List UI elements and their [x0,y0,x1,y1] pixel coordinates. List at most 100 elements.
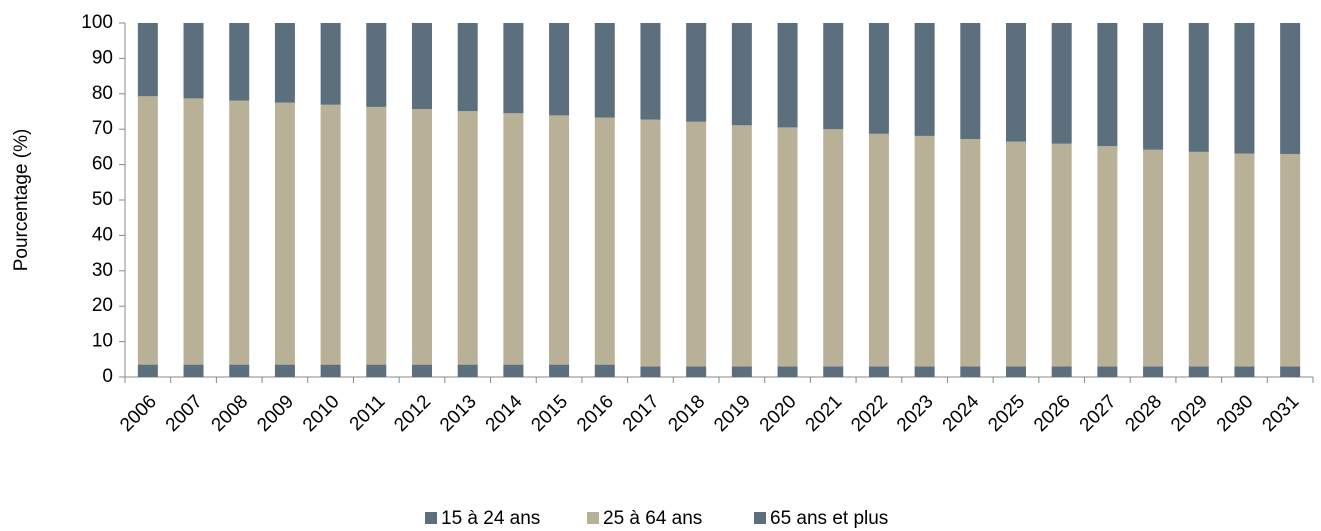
legend-label: 25 à 64 ans [603,508,702,529]
bar-segment [594,364,615,377]
x-tick-label: 2008 [208,391,253,436]
bar-segment [366,106,387,365]
x-tick-label: 2018 [664,391,709,436]
bar-segment [823,366,844,377]
bar-segment [1234,366,1255,377]
bar-segment [640,366,661,377]
x-tick-label: 2017 [619,391,664,436]
x-tick-label: 2027 [1076,391,1121,436]
y-tick-label: 80 [92,83,113,104]
x-tick-label: 2022 [847,391,892,436]
bar-segment [731,366,752,377]
bar-segment [549,23,570,116]
bar-segment [1234,153,1255,367]
bar-segment [1280,153,1301,367]
x-tick-label: 2015 [527,391,572,436]
x-tick-label: 2014 [482,391,527,436]
bar-segment [1006,141,1026,367]
bar-segment [1097,366,1118,377]
bar-segment [823,23,844,130]
bar-segment [457,364,478,377]
bar-segment [503,113,524,365]
bar-segment [1051,366,1072,377]
bar-segment [320,23,341,105]
y-tick-label: 100 [81,12,113,33]
bar-segment [229,23,250,101]
bar-segment [960,139,981,367]
legend-swatch [587,512,599,524]
bar-segment [777,366,798,377]
x-tick-label: 2026 [1030,391,1075,436]
x-tick-label: 2024 [939,391,984,436]
bar-segment [1188,23,1209,152]
bar-segment [412,364,432,377]
bar-segment [1143,149,1164,367]
bar-segment [777,23,798,128]
bar-segment [274,364,295,377]
bar-segment [823,129,844,367]
bar-segment [640,23,661,120]
bar-segment [320,364,341,377]
bar-segment [914,23,935,136]
x-tick-label: 2028 [1121,391,1166,436]
bar-segment [229,100,250,365]
legend-label: 65 ans et plus [770,508,888,529]
bar-segment [868,23,889,134]
bar-segment [731,125,752,367]
y-tick-label: 90 [92,47,113,68]
legend-swatch [425,512,437,524]
bar-segment [274,102,295,365]
bar-segment [412,109,432,365]
bar-segment [503,23,524,114]
x-tick-label: 2021 [802,391,847,436]
bar-segment [457,23,478,112]
bar-segment [777,127,798,367]
x-tick-label: 2012 [390,391,435,436]
bar-segment [137,23,158,97]
bar-segment [1280,366,1301,377]
x-tick-label: 2007 [162,391,207,436]
bar-segment [1188,366,1209,377]
bar-segment [1234,23,1255,154]
bar-segment [914,366,935,377]
bar-segment [960,23,981,140]
bar-segment [320,104,341,365]
bar-segment [731,23,752,126]
bar-segment [274,23,295,103]
x-tick-label: 2006 [116,391,161,436]
x-tick-label: 2031 [1258,391,1303,436]
bar-segment [1143,23,1164,150]
bar-segment [914,135,935,367]
bar-segment [1051,23,1072,144]
x-tick-label: 2025 [984,391,1029,436]
bar-segment [868,133,889,367]
bar-segment [137,96,158,365]
x-tick-label: 2016 [573,391,618,436]
bar-segment [686,121,707,367]
bar-segment [686,23,707,122]
bar-segment [594,23,615,118]
x-tick-label: 2010 [299,391,344,436]
bar-segment [594,117,615,365]
x-tick-label: 2030 [1213,391,1258,436]
bar-segment [1143,366,1164,377]
bar-segment [183,98,204,365]
y-tick-label: 50 [92,189,113,210]
legend-label: 15 à 24 ans [441,508,540,529]
bar-segment [1051,143,1072,367]
bar-segment [183,23,204,99]
y-tick-label: 10 [92,331,113,352]
bar-segment [1097,23,1118,147]
bar-segment [366,364,387,377]
bar-segment [1006,23,1026,142]
bar-segment [549,115,570,365]
y-tick-label: 70 [92,118,113,139]
x-tick-label: 2011 [346,391,390,435]
x-tick-label: 2029 [1167,391,1212,436]
bar-segment [366,23,387,107]
bar-segment [1006,366,1026,377]
y-tick-label: 30 [92,260,113,281]
bar-segment [1188,151,1209,367]
bar-segment [868,366,889,377]
